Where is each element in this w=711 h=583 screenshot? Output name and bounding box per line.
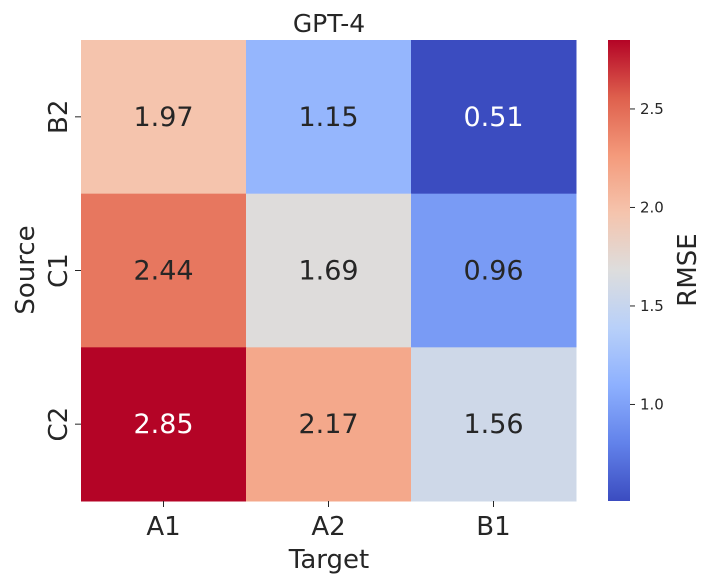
x-tick-label: A2 bbox=[311, 512, 345, 542]
x-tick-label: B1 bbox=[476, 512, 510, 542]
heatmap-value-label: 1.15 bbox=[298, 102, 358, 133]
heatmap-cell-C1-A1 bbox=[81, 193, 247, 348]
y-axis: B2 C1 C2 bbox=[44, 100, 81, 442]
y-tick-label: C2 bbox=[44, 407, 74, 442]
x-axis: A1 A2 B1 bbox=[146, 501, 511, 542]
colorbar-tick-label: 1.5 bbox=[640, 297, 664, 315]
heatmap-value-label: 0.51 bbox=[463, 102, 523, 133]
heatmap-cell-C2-B1 bbox=[411, 347, 577, 502]
heatmap-cell-B2-B1 bbox=[411, 40, 577, 195]
chart-title: GPT-4 bbox=[293, 9, 365, 38]
colorbar-label: RMSE bbox=[673, 233, 703, 306]
heatmap-value-label: 2.17 bbox=[298, 409, 358, 440]
heatmap-cell-C2-A2 bbox=[246, 347, 412, 502]
y-tick-label: B2 bbox=[44, 100, 74, 134]
heatmap-cells bbox=[81, 40, 577, 502]
heatmap-value-label: 1.97 bbox=[133, 102, 193, 133]
heatmap-cell-B2-A1 bbox=[81, 40, 247, 195]
heatmap-value-label: 1.56 bbox=[463, 409, 523, 440]
heatmap-value-label: 0.96 bbox=[463, 256, 523, 287]
heatmap-cell-C1-B1 bbox=[411, 193, 577, 348]
y-tick-label: C1 bbox=[44, 253, 74, 288]
heatmap-value-labels: 1.97 1.15 0.51 2.44 1.69 0.96 2.85 2.17 1.56 bbox=[133, 102, 523, 440]
heatmap-cell-B2-A2 bbox=[246, 40, 412, 195]
heatmap-value-label: 2.44 bbox=[133, 256, 193, 287]
heatmap-cell-C1-A2 bbox=[246, 193, 412, 348]
colorbar bbox=[608, 40, 630, 501]
colorbar-ticks: 1.0 1.5 2.0 2.5 bbox=[630, 100, 664, 413]
colorbar-tick-label: 2.5 bbox=[640, 100, 664, 118]
heatmap-value-label: 2.85 bbox=[133, 409, 193, 440]
y-axis-label: Source bbox=[11, 225, 41, 314]
heatmap-cell-C2-A1 bbox=[81, 347, 247, 502]
colorbar-tick-label: 1.0 bbox=[640, 395, 664, 413]
x-tick-label: A1 bbox=[146, 512, 180, 542]
x-axis-label: Target bbox=[288, 545, 369, 575]
colorbar-tick-label: 2.0 bbox=[640, 198, 664, 216]
heatmap-value-label: 1.69 bbox=[298, 256, 358, 287]
